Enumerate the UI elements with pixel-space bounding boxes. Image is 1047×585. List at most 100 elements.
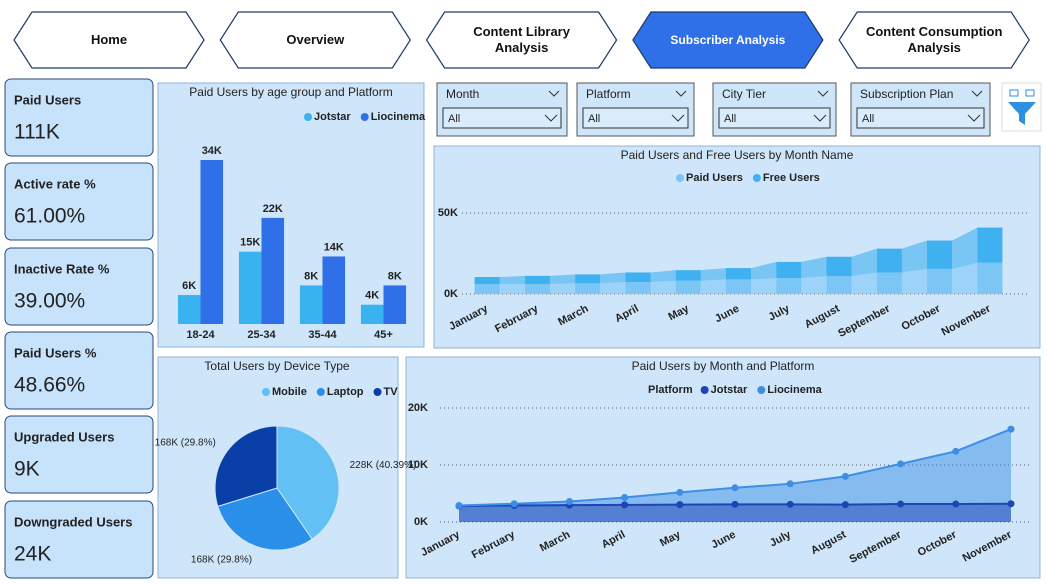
nav-label[interactable]: Content Library Analysis <box>473 24 570 55</box>
ribbon-segment <box>977 227 1003 263</box>
kpi-value: 39.00% <box>14 290 85 313</box>
nav-button[interactable] <box>219 11 412 69</box>
nav-label[interactable]: Home <box>90 32 128 47</box>
dropdown-value: All <box>588 113 600 125</box>
legend-marker <box>373 388 382 396</box>
y-tick-label: 0K <box>414 516 428 528</box>
point <box>676 488 684 496</box>
dropdown-value: All <box>448 113 460 125</box>
legend-label: Liocinema <box>371 111 426 123</box>
legend-marker <box>676 174 684 182</box>
ribbon-link <box>499 283 525 294</box>
legend-marker <box>700 386 709 394</box>
kpi-value: 61.00% <box>14 205 85 228</box>
point <box>897 500 905 508</box>
bar <box>200 160 224 324</box>
legend-title: Platform <box>648 384 693 396</box>
ribbon-link <box>700 268 726 281</box>
nav-label[interactable]: Subscriber Analysis <box>670 33 786 47</box>
ribbon-link <box>952 227 978 269</box>
data-label: 22K <box>263 203 283 215</box>
dropdown[interactable] <box>442 107 562 129</box>
kpi-card <box>4 415 154 494</box>
dropdown[interactable] <box>718 107 831 129</box>
data-label: 4K <box>365 290 379 302</box>
x-tick-label: 25-34 <box>247 329 276 341</box>
area-fill <box>459 429 1011 522</box>
filter-label: City Tier <box>722 87 766 101</box>
point <box>621 493 629 501</box>
area-fill <box>459 503 1011 522</box>
ribbon-segment <box>927 268 953 294</box>
kpi-value: 111K <box>14 121 60 144</box>
point <box>952 500 960 508</box>
filter-label: Month <box>446 87 479 101</box>
data-label: 8K <box>304 270 318 282</box>
kpi-value: 9K <box>14 458 40 481</box>
kpi-card <box>4 500 154 579</box>
nav-label[interactable]: Content Consumption Analysis <box>865 24 1003 55</box>
ribbon-link <box>650 280 676 294</box>
bar <box>383 285 407 324</box>
ribbon-link <box>600 282 626 294</box>
y-tick-label: 20K <box>408 402 428 414</box>
ribbon-segment <box>725 268 752 280</box>
nav-button[interactable] <box>632 11 824 69</box>
dropdown[interactable] <box>582 107 689 129</box>
kpi-value: 24K <box>14 543 51 566</box>
chevron <box>675 90 687 97</box>
chevron <box>971 90 983 97</box>
point <box>841 501 849 509</box>
chevron <box>671 114 685 122</box>
ribbon-link <box>549 274 576 284</box>
ribbon-segment <box>876 272 902 294</box>
ribbon-segment <box>826 276 852 294</box>
point <box>731 484 739 492</box>
ribbon-link <box>801 256 827 279</box>
legend-label: Jotstar <box>711 384 748 396</box>
ribbon-segment <box>675 280 701 294</box>
ribbon-segment <box>625 282 651 294</box>
ribbon-link <box>499 275 525 285</box>
legend-label: TV <box>384 386 399 398</box>
funnel-icon <box>1025 89 1035 97</box>
chevron <box>817 90 829 97</box>
filter-label: Subscription Plan <box>860 87 953 101</box>
pie-slice <box>276 425 340 540</box>
nav-label[interactable]: Overview <box>286 32 345 47</box>
kpi-value: 48.66% <box>14 374 85 397</box>
legend-marker <box>304 113 312 121</box>
point <box>841 472 849 480</box>
point <box>621 501 629 509</box>
chart-title: Paid Users and Free Users by Month Name <box>621 148 854 162</box>
legend-label: Jotstar <box>314 111 351 123</box>
nav-button[interactable] <box>13 11 205 69</box>
pie-slice <box>217 487 313 551</box>
nav-button[interactable] <box>838 11 1030 69</box>
funnel-icon <box>1009 89 1019 97</box>
bar <box>299 285 323 324</box>
y-tick-label: 0K <box>444 288 458 300</box>
filter-label: Platform <box>586 87 631 101</box>
kpi-label: Paid Users % <box>14 345 97 360</box>
dropdown-value: All <box>724 113 736 125</box>
ribbon-segment <box>927 240 953 269</box>
ribbon-segment <box>977 262 1003 294</box>
ribbon-link <box>851 248 877 277</box>
chevron <box>813 114 827 122</box>
y-tick-label: 10K <box>408 459 428 471</box>
dropdown-value: All <box>862 113 874 125</box>
point <box>565 497 573 505</box>
chevron <box>967 114 981 122</box>
data-label: 15K <box>240 237 260 249</box>
ribbon-link <box>851 272 877 294</box>
dropdown[interactable] <box>856 107 985 129</box>
ribbon-segment <box>776 261 802 279</box>
data-label: 168K (29.8%) <box>155 438 216 449</box>
kpi-card <box>4 247 154 326</box>
ribbon-link <box>901 268 928 294</box>
nav-button[interactable] <box>425 11 618 69</box>
x-tick-label: 18-24 <box>186 329 215 341</box>
